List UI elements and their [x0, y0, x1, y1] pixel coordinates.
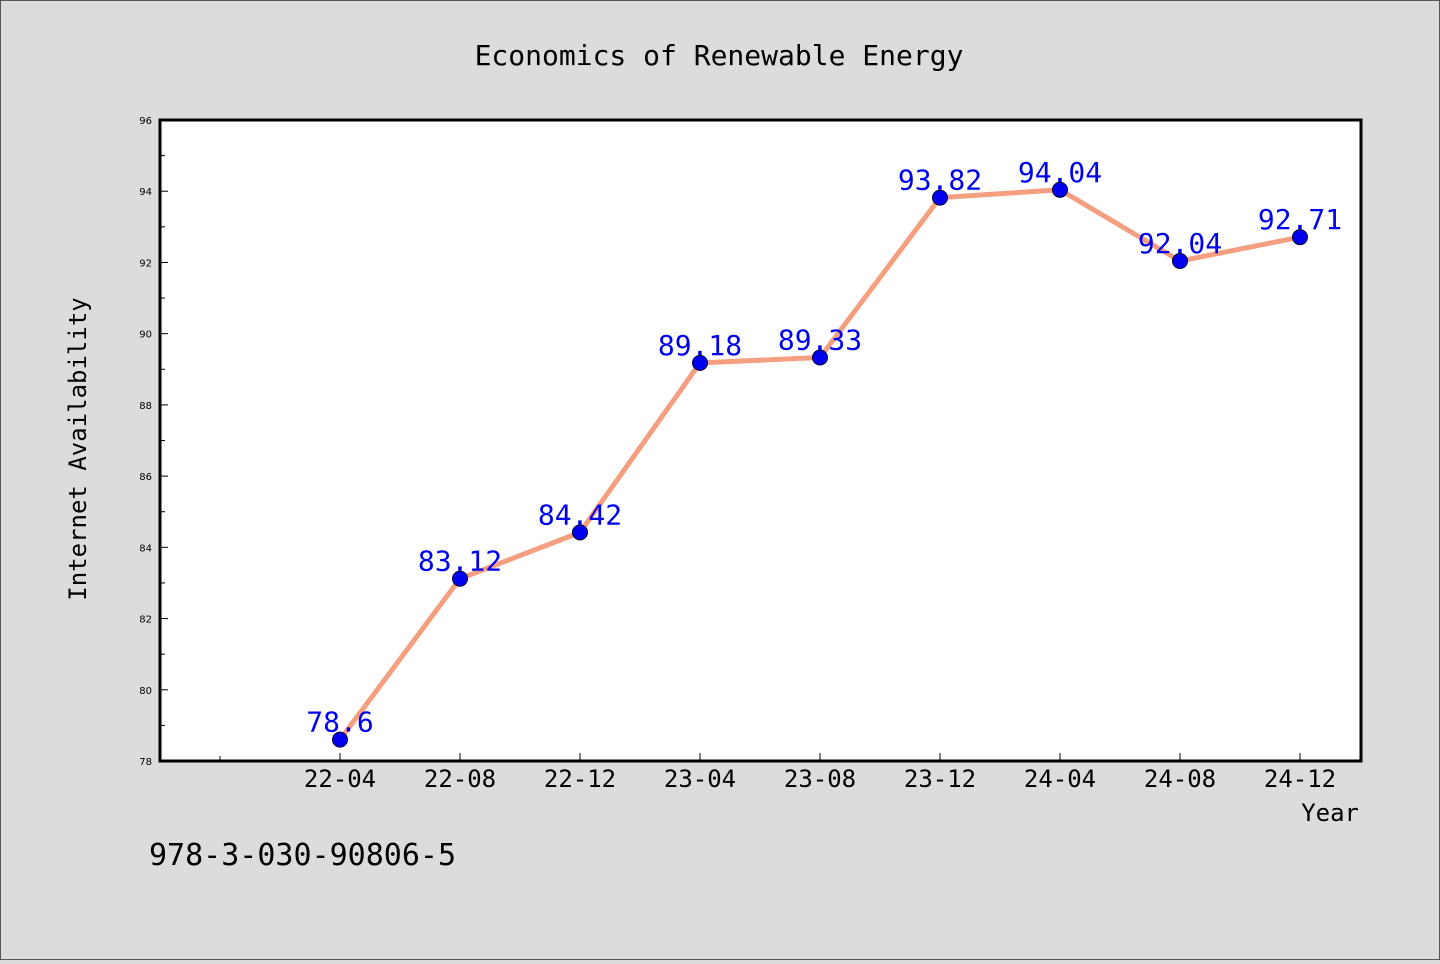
data-point [1172, 253, 1188, 270]
data-point [932, 189, 948, 206]
y-tick-label: 92 [139, 258, 152, 269]
y-tick-label: 80 [139, 686, 152, 697]
x-tick-label: 23-12 [904, 765, 976, 793]
isbn-annotation: 978-3-030-90806-5 [149, 838, 456, 873]
data-point [1052, 181, 1068, 198]
x-tick-label: 22-12 [544, 765, 616, 793]
y-axis: 78 80 82 84 86 88 90 92 94 96 [139, 116, 168, 768]
x-tick-label: 23-04 [664, 765, 736, 793]
y-tick-label: 94 [139, 187, 152, 198]
x-tick-label: 23-08 [784, 765, 856, 793]
data-point [692, 354, 708, 371]
y-tick-label: 78 [139, 757, 152, 768]
x-axis-label: Year [1301, 799, 1359, 827]
data-label: 89.18 [658, 329, 742, 362]
y-tick-label: 84 [139, 543, 152, 554]
data-label: 89.33 [778, 324, 862, 357]
y-tick-label: 96 [139, 116, 152, 127]
x-tick-label: 24-08 [1144, 765, 1216, 793]
data-label: 78.6 [306, 706, 373, 739]
x-tick-label: 24-12 [1264, 765, 1336, 793]
data-label: 92.71 [1258, 203, 1342, 236]
y-tick-label: 90 [139, 330, 152, 341]
x-tick-label: 24-04 [1024, 765, 1096, 793]
plot-area [158, 118, 1363, 763]
x-axis: 22-04 22-08 22-12 23-04 23-08 23-12 24-04 24-08… [219, 753, 1336, 793]
x-tick-label: 22-04 [304, 765, 376, 793]
y-tick-label: 82 [139, 615, 152, 626]
data-label: 83.12 [418, 545, 502, 578]
data-label: 93.82 [898, 164, 982, 197]
data-point [1292, 229, 1308, 246]
data-point [812, 349, 828, 366]
chart-title: Economics of Renewable Energy [475, 39, 964, 72]
y-tick-label: 88 [139, 401, 152, 412]
data-label: 84.42 [538, 498, 622, 531]
x-tick-label: 22-08 [424, 765, 496, 793]
y-tick-label: 86 [139, 472, 152, 483]
data-point [332, 731, 348, 748]
y-axis-label: Internet Availability [64, 297, 92, 600]
data-point [452, 570, 468, 587]
data-point [572, 524, 588, 541]
data-label: 92.04 [1138, 227, 1222, 260]
data-label: 94.04 [1018, 156, 1102, 189]
series-0: 78.6 83.12 84.42 89.18 89.33 93.82 94.04 92.04 9… [306, 156, 1342, 748]
